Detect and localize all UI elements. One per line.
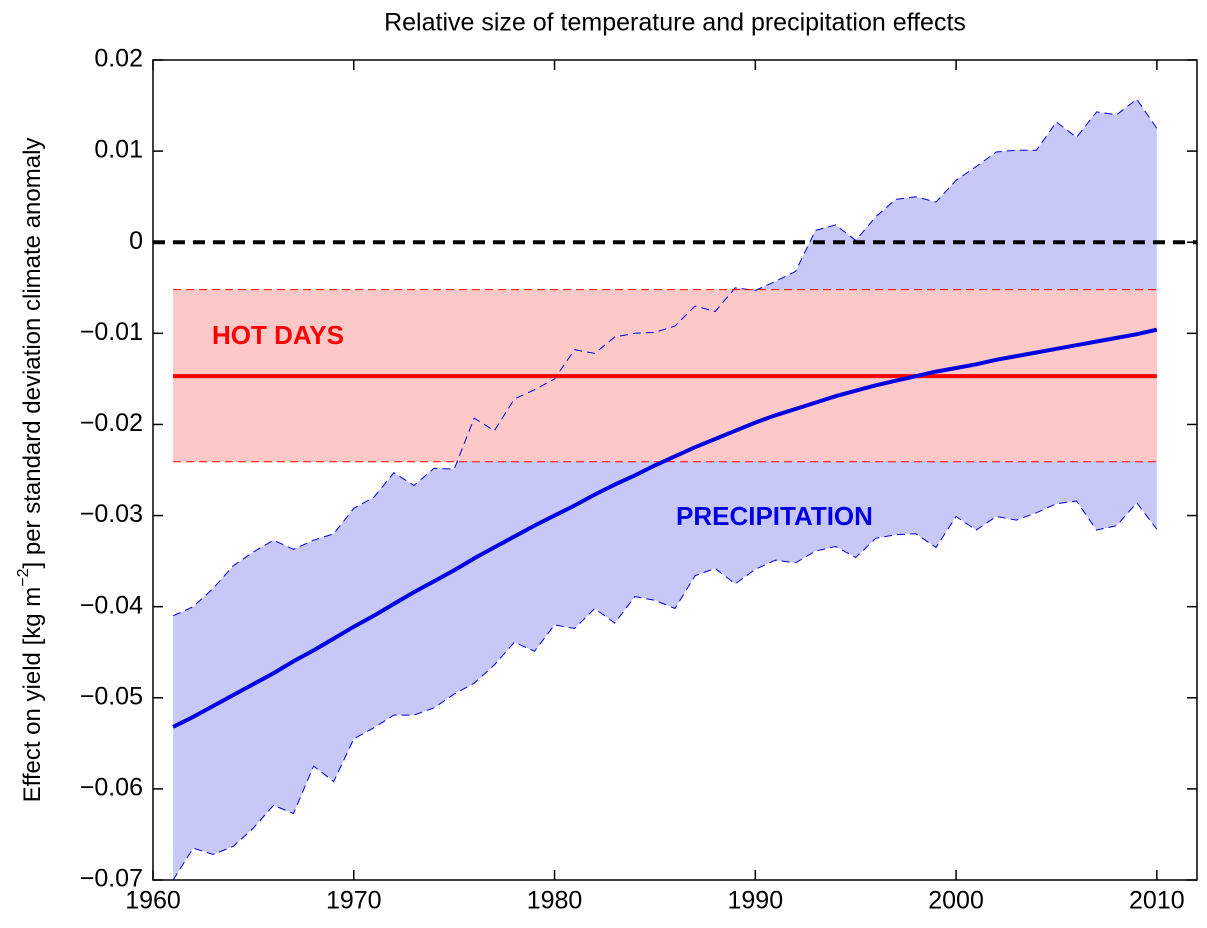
precipitation-band-edge <box>172 500 1158 881</box>
hot-days-label: HOT DAYS <box>212 320 344 350</box>
plot-frame <box>152 59 1198 881</box>
x-tick-label: 1960 <box>125 887 181 915</box>
x-tick-label: 2000 <box>928 887 984 915</box>
y-tick-label: 0.02 <box>94 45 143 73</box>
y-axis-label: Effect on yield [kg m−2] per standard de… <box>15 138 46 803</box>
y-label-text: ] per standard deviation climate anomaly <box>19 138 46 569</box>
y-tick-label: 0 <box>129 227 143 255</box>
precipitation-band-edge <box>172 98 1158 617</box>
x-tick-label: 1990 <box>727 887 783 915</box>
y-tick-label: −0.05 <box>80 682 143 710</box>
y-tick-label: 0.01 <box>94 136 143 164</box>
chart-title: Relative size of temperature and precipi… <box>384 9 966 37</box>
precipitation-label: PRECIPITATION <box>676 501 873 531</box>
y-tick-label: −0.02 <box>80 409 143 437</box>
x-tick-label: 2010 <box>1129 887 1185 915</box>
precipitation-band <box>173 99 1157 880</box>
precipitation-line <box>172 327 1158 729</box>
y-tick-label: −0.04 <box>80 591 143 619</box>
x-tick-label: 1980 <box>527 887 583 915</box>
y-tick-label: −0.03 <box>80 500 143 528</box>
y-tick-label: −0.07 <box>80 865 143 893</box>
y-label-text: Effect on yield [kg m <box>19 587 46 803</box>
x-tick-label: 1970 <box>326 887 382 915</box>
y-label-sup: −2 <box>15 568 32 586</box>
y-tick-label: −0.01 <box>80 318 143 346</box>
y-tick-label: −0.06 <box>80 773 143 801</box>
